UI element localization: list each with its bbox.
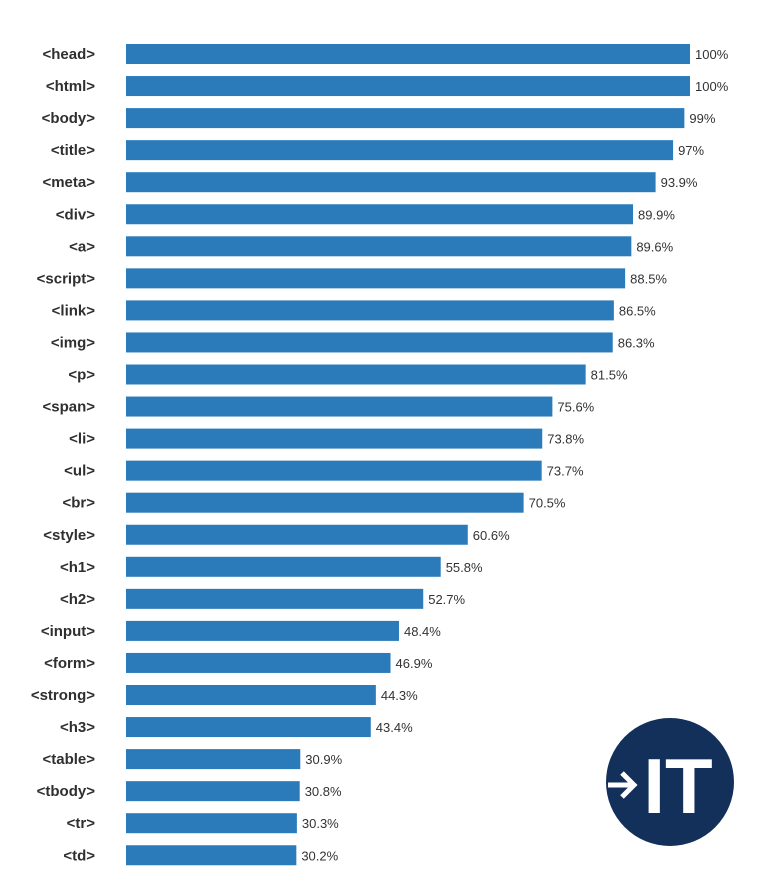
category-label: <tbody>: [37, 783, 96, 800]
value-label: 73.8%: [547, 432, 584, 447]
category-label: <meta>: [42, 174, 95, 191]
value-labels: 100% 100% 99% 97% 93.9% 89.9% 89.6% 88.5% 86.5% 8…: [301, 47, 728, 863]
value-label: 81.5%: [591, 368, 628, 383]
value-label: 44.3%: [381, 688, 418, 703]
bar: [126, 717, 371, 738]
value-label: 30.9%: [305, 752, 342, 767]
logo-circle: [606, 718, 734, 846]
category-label: <strong>: [31, 687, 95, 704]
bars-group: [126, 44, 690, 866]
bar: [126, 652, 391, 673]
logo-text: IT: [643, 742, 712, 830]
value-label: 48.4%: [404, 624, 441, 639]
bar: [126, 813, 297, 834]
bar: [126, 204, 634, 225]
category-label: <br>: [62, 495, 95, 512]
category-label: <table>: [42, 751, 95, 768]
value-label: 88.5%: [630, 271, 667, 286]
category-label: <script>: [37, 270, 96, 287]
category-label: <head>: [42, 46, 95, 63]
category-label: <li>: [69, 431, 95, 448]
arrow-right-icon: [608, 771, 638, 799]
category-label: <img>: [51, 334, 95, 351]
bar: [126, 172, 656, 193]
bar: [126, 396, 553, 417]
value-label: 75.6%: [557, 400, 594, 415]
bar: [126, 300, 614, 321]
value-label: 89.9%: [638, 207, 675, 222]
category-label: <h1>: [60, 559, 95, 576]
bar: [126, 364, 586, 385]
category-label: <a>: [69, 238, 95, 255]
value-label: 52.7%: [428, 592, 465, 607]
value-label: 43.4%: [376, 720, 413, 735]
value-label: 30.2%: [301, 848, 338, 863]
category-label: <p>: [68, 367, 95, 384]
value-label: 99%: [689, 111, 715, 126]
category-label: <body>: [42, 110, 96, 127]
category-label: <h3>: [60, 719, 95, 736]
bar: [126, 236, 632, 257]
value-label: 30.8%: [305, 784, 342, 799]
bar: [126, 588, 424, 609]
value-label: 55.8%: [446, 560, 483, 575]
value-label: 86.3%: [618, 335, 655, 350]
category-label: <style>: [43, 527, 95, 544]
bar: [126, 76, 690, 97]
value-label: 100%: [695, 47, 729, 62]
category-label: <input>: [41, 623, 95, 640]
category-label: <tr>: [67, 815, 96, 832]
category-label: <title>: [51, 142, 95, 159]
bar: [126, 556, 441, 577]
category-labels: <head> <html> <body> <title> <meta> <div> <a> <…: [31, 46, 95, 864]
it-logo: IT: [606, 718, 734, 846]
category-label: <html>: [46, 78, 95, 95]
value-label: 30.3%: [302, 816, 339, 831]
value-label: 100%: [695, 79, 729, 94]
bar: [126, 268, 626, 289]
value-label: 86.5%: [619, 303, 656, 318]
value-label: 73.7%: [547, 464, 584, 479]
category-label: <link>: [52, 302, 96, 319]
value-label: 93.9%: [661, 175, 698, 190]
bar: [126, 44, 690, 64]
bar: [126, 460, 542, 481]
bar: [126, 332, 613, 353]
bar: [126, 108, 685, 129]
bar: [126, 620, 399, 641]
category-label: <span>: [42, 399, 95, 416]
value-label: 89.6%: [636, 239, 673, 254]
value-label: 70.5%: [529, 496, 566, 511]
value-label: 60.6%: [473, 528, 510, 543]
bar: [126, 140, 674, 161]
value-label: 97%: [678, 143, 704, 158]
bar: [126, 749, 301, 770]
bar: [126, 492, 524, 513]
bar: [126, 685, 376, 705]
value-label: 46.9%: [396, 656, 433, 671]
category-label: <td>: [63, 847, 95, 864]
bar: [126, 524, 468, 545]
category-label: <h2>: [60, 591, 95, 608]
category-label: <ul>: [64, 463, 95, 480]
category-label: <div>: [56, 206, 95, 223]
bar: [126, 428, 543, 449]
bar: [126, 781, 300, 802]
bar: [126, 845, 297, 866]
category-label: <form>: [44, 655, 95, 672]
